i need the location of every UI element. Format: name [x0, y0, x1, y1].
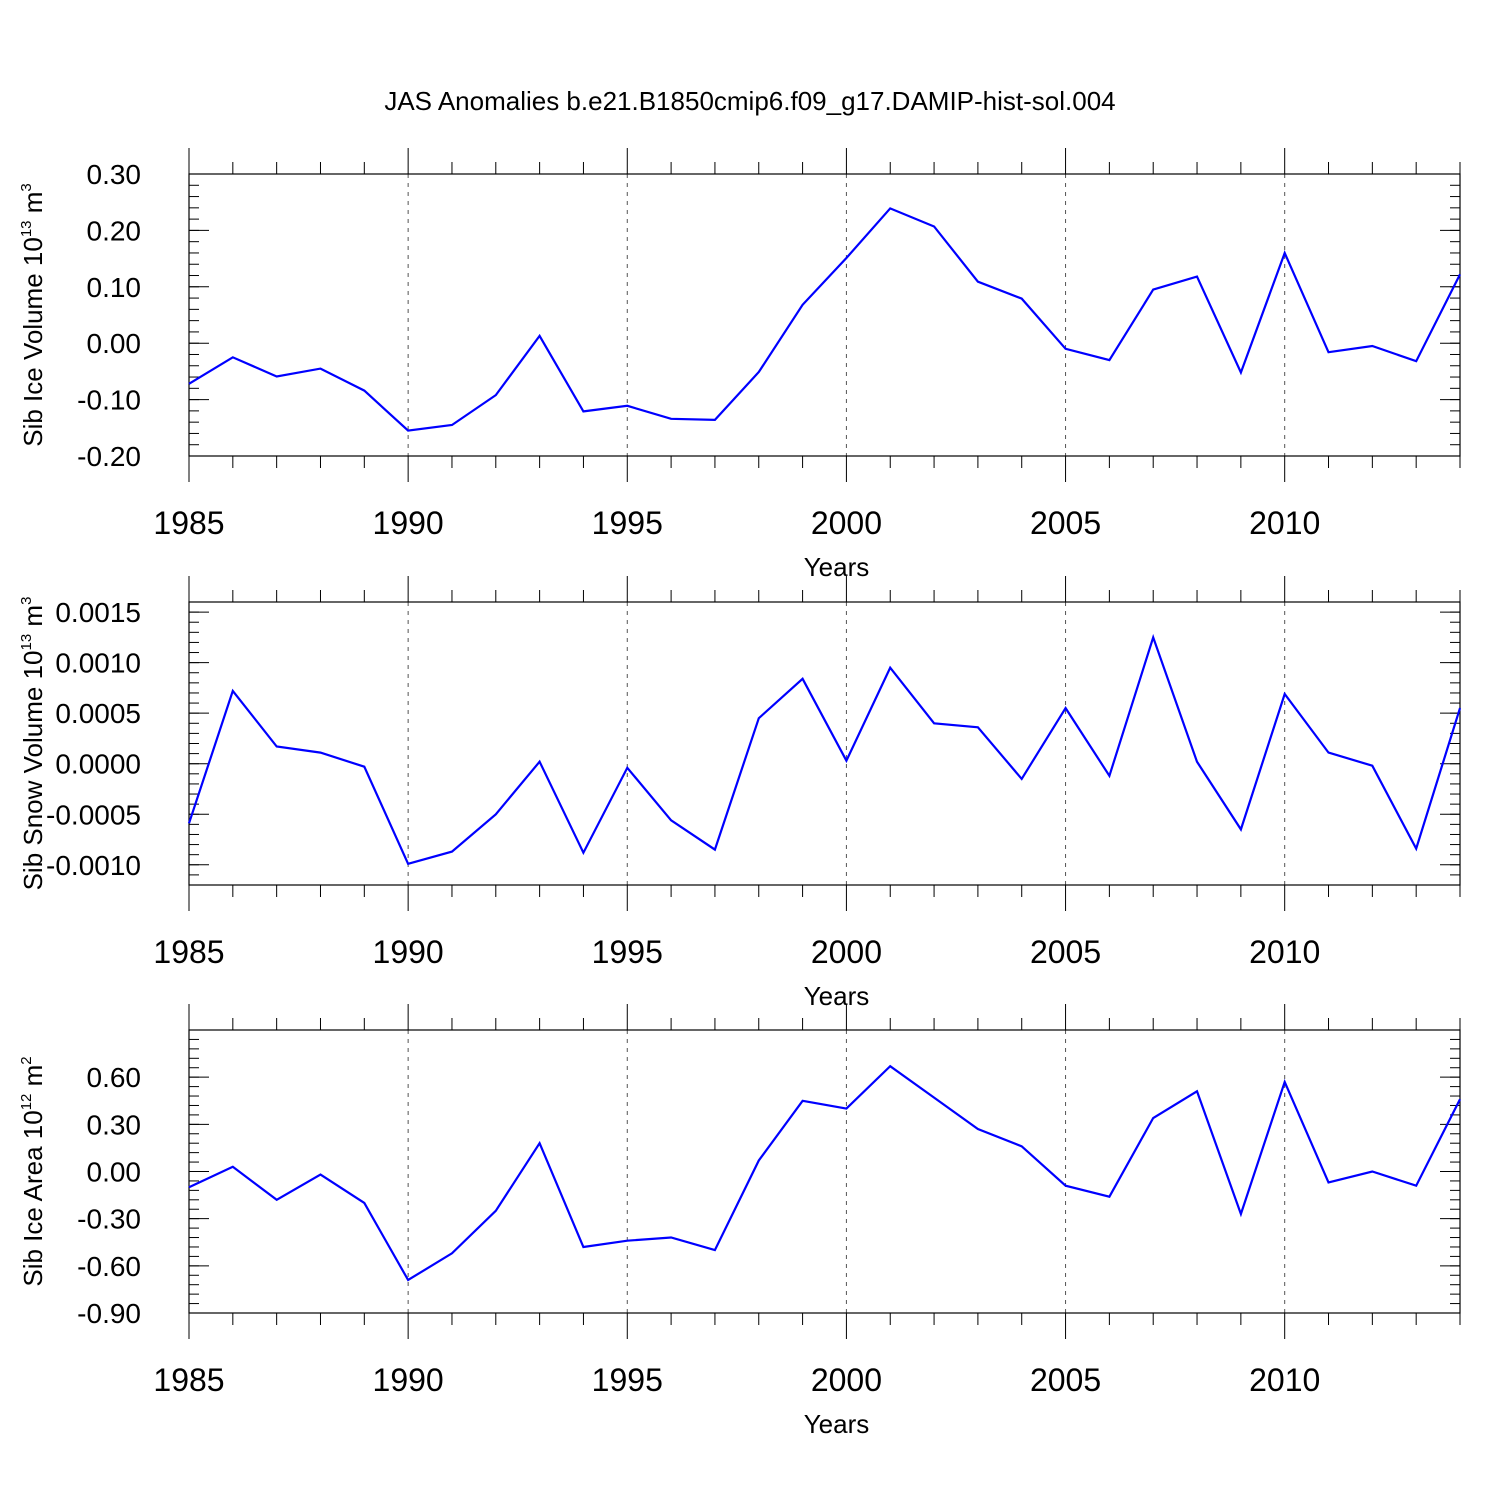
- x-tick-label: 2005: [1030, 934, 1101, 970]
- y-tick-label: -0.60: [77, 1251, 141, 1282]
- x-axis-label: Years: [804, 552, 870, 582]
- series-line: [187, 633, 1462, 866]
- x-axis-label: Years: [804, 1409, 870, 1439]
- y-tick-label: -0.30: [77, 1204, 141, 1235]
- x-tick-label: 1995: [592, 505, 663, 541]
- x-tick-label: 2000: [811, 505, 882, 541]
- x-tick-label: 2010: [1249, 505, 1320, 541]
- y-tick-label: -0.10: [77, 385, 141, 416]
- x-tick-label: 2005: [1030, 1362, 1101, 1398]
- x-tick-label: 1995: [592, 934, 663, 970]
- panel-ice-volume: 1985 1990 1995 2000 2005 2010 -0.20 -0.10 0.00 0.…: [18, 148, 1461, 582]
- panel-snow-volume: 1985 1990 1995 2000 2005 2010 -0.0010 -0.0005 0.…: [18, 576, 1462, 1011]
- x-tick-label: 1990: [373, 1362, 444, 1398]
- y-tick-label: 0.0015: [55, 597, 141, 628]
- y-tick-label: 0.0005: [55, 698, 141, 729]
- x-tick-label: 2010: [1249, 934, 1320, 970]
- y-axis-label: Sib Ice Volume 1013 m3: [18, 183, 48, 447]
- y-axis-label: Sib Ice Area 1012 m2: [18, 1056, 48, 1286]
- x-tick-label: 1985: [153, 1362, 224, 1398]
- y-tick-label: -0.20: [77, 441, 141, 472]
- x-tick-label: 2010: [1249, 1362, 1320, 1398]
- y-tick-label: -0.0005: [46, 799, 141, 830]
- y-tick-label: 0.0010: [55, 648, 141, 679]
- x-tick-label: 1985: [153, 505, 224, 541]
- x-tick-label: 2000: [811, 1362, 882, 1398]
- y-tick-label: 0.60: [87, 1062, 142, 1093]
- y-tick-label: 0.30: [87, 1109, 142, 1140]
- figure-title: JAS Anomalies b.e21.B1850cmip6.f09_g17.D…: [384, 86, 1115, 116]
- y-tick-label: 0.30: [87, 159, 142, 190]
- y-tick-label: 0.00: [87, 1157, 142, 1188]
- x-tick-label: 1995: [592, 1362, 663, 1398]
- y-tick-label: -0.0010: [46, 850, 141, 881]
- y-tick-label: 0.10: [87, 272, 142, 303]
- y-tick-label: 0.0000: [55, 749, 141, 780]
- x-tick-label: 2000: [811, 934, 882, 970]
- x-tick-label: 2005: [1030, 505, 1101, 541]
- y-tick-label: -0.90: [77, 1298, 141, 1329]
- x-tick-label: 1990: [373, 934, 444, 970]
- y-tick-label: 0.20: [87, 215, 142, 246]
- plot-frame: [188, 173, 1461, 457]
- x-axis-label: Years: [804, 981, 870, 1011]
- y-axis-label: Sib Snow Volume 1013 m3: [18, 597, 48, 891]
- panel-ice-area: 1985 1990 1995 2000 2005 2010 -0.90 -0.60 -0.30 0…: [18, 1004, 1461, 1439]
- x-tick-label: 1990: [373, 505, 444, 541]
- series-line: [188, 1064, 1461, 1282]
- x-tick-label: 1985: [153, 934, 224, 970]
- series-line: [188, 207, 1461, 432]
- y-tick-label: 0.00: [87, 328, 142, 359]
- plot-frame: [188, 1029, 1461, 1314]
